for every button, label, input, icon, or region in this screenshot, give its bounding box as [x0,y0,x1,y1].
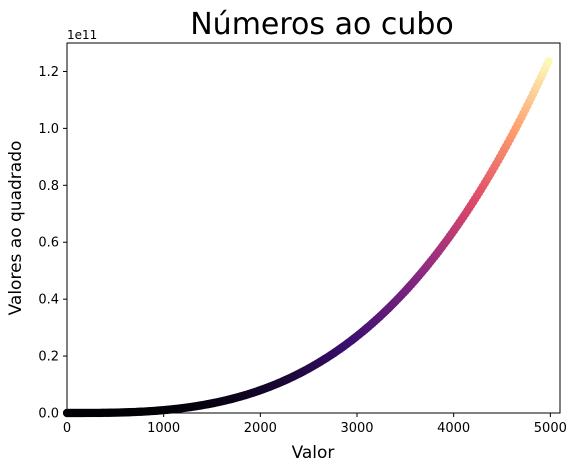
x-tick-label: 0 [63,421,71,436]
x-tick-label: 4000 [437,421,470,436]
x-tick-label: 3000 [340,421,373,436]
y-tick-label: 1.0 [38,122,59,137]
x-axis-label: Valor [292,443,335,463]
scatter-point [544,57,553,66]
x-tick-label: 5000 [534,421,567,436]
y-tick-label: 0.0 [38,407,59,422]
y-axis-label: Valores ao quadrado [6,141,26,316]
y-offset-label: 1e11 [67,28,97,42]
y-tick-label: 0.2 [38,350,59,365]
y-tick-label: 0.4 [38,293,59,308]
x-axis-ticks: 0 1000 2000 3000 4000 5000 [63,413,567,436]
y-tick-label: 0.6 [38,236,59,251]
x-tick-label: 1000 [147,421,180,436]
plot-frame [66,42,561,414]
y-tick-label: 1.2 [38,65,59,80]
x-tick-label: 2000 [244,421,277,436]
chart-title: Números ao cubo [190,7,454,42]
y-tick-label: 0.8 [38,179,59,194]
y-axis-ticks: 0.0 0.2 0.4 0.6 0.8 1.0 1.2 [38,65,67,422]
scatter-points [62,57,553,418]
